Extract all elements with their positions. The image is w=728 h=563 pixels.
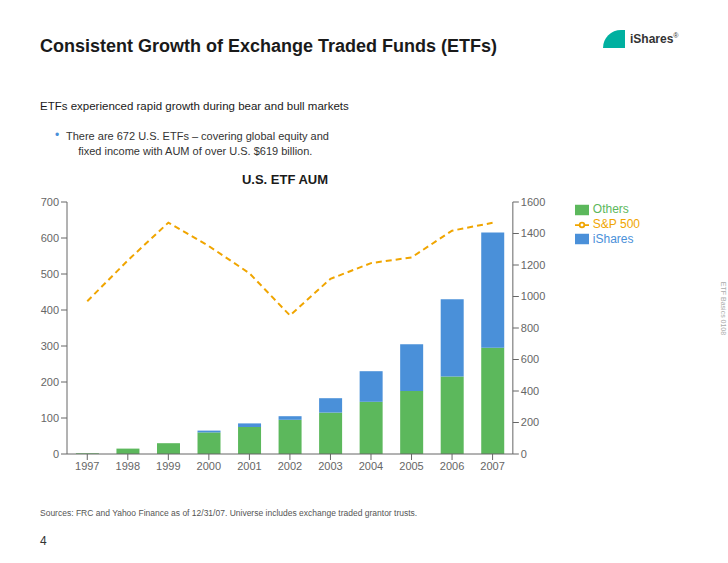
svg-text:2006: 2006 (440, 460, 464, 472)
svg-text:200: 200 (41, 376, 59, 388)
svg-text:1600: 1600 (521, 196, 545, 208)
svg-text:200: 200 (521, 416, 539, 428)
svg-text:2005: 2005 (399, 460, 423, 472)
svg-text:1997: 1997 (75, 460, 99, 472)
svg-text:1400: 1400 (521, 227, 545, 239)
svg-text:2003: 2003 (318, 460, 342, 472)
svg-text:2004: 2004 (359, 460, 383, 472)
html-text:U.S. ETF AUM: U.S. ETF AUM (241, 172, 329, 187)
svg-text:700: 700 (41, 196, 59, 208)
svg-text:2007: 2007 (480, 460, 504, 472)
svg-text:0: 0 (521, 448, 527, 460)
html-text:iShares®: iShares® (630, 32, 679, 46)
svg-text:1998: 1998 (116, 460, 140, 472)
svg-text:2000: 2000 (197, 460, 221, 472)
svg-text:2001: 2001 (237, 460, 261, 472)
html-text:iShares: iShares (592, 231, 634, 246)
svg-text:1000: 1000 (521, 290, 545, 302)
html-text:Sources: FRC and Yahoo Finance: Sources: FRC and Yahoo Finance as of 12/… (40, 508, 418, 518)
svg-text:100: 100 (41, 412, 59, 424)
html-text:4: 4 (40, 534, 47, 548)
html-text:There are 672 U.S. ETFs – cove: There are 672 U.S. ETFs – covering globa… (66, 130, 329, 157)
svg-text:0: 0 (53, 448, 59, 460)
svg-text:1200: 1200 (521, 259, 545, 271)
html-text:ETF Basics 0108: ETF Basics 0108 (719, 281, 727, 336)
html-text:Others: Others (592, 202, 629, 216)
svg-text:400: 400 (521, 385, 539, 397)
html-text:ETFs experienced rapid growth: ETFs experienced rapid growth during bea… (40, 100, 349, 112)
svg-text:800: 800 (521, 322, 539, 334)
html-text:S&P 500: S&P 500 (592, 216, 640, 231)
svg-text:1999: 1999 (156, 460, 180, 472)
svg-text:500: 500 (41, 268, 59, 280)
svg-text:600: 600 (41, 232, 59, 244)
svg-text:2002: 2002 (278, 460, 302, 472)
svg-text:600: 600 (521, 353, 539, 365)
html-text:Consistent Growth of Exchange: Consistent Growth of Exchange Traded Fun… (40, 36, 497, 56)
svg-text:300: 300 (41, 340, 59, 352)
svg-text:400: 400 (41, 304, 59, 316)
